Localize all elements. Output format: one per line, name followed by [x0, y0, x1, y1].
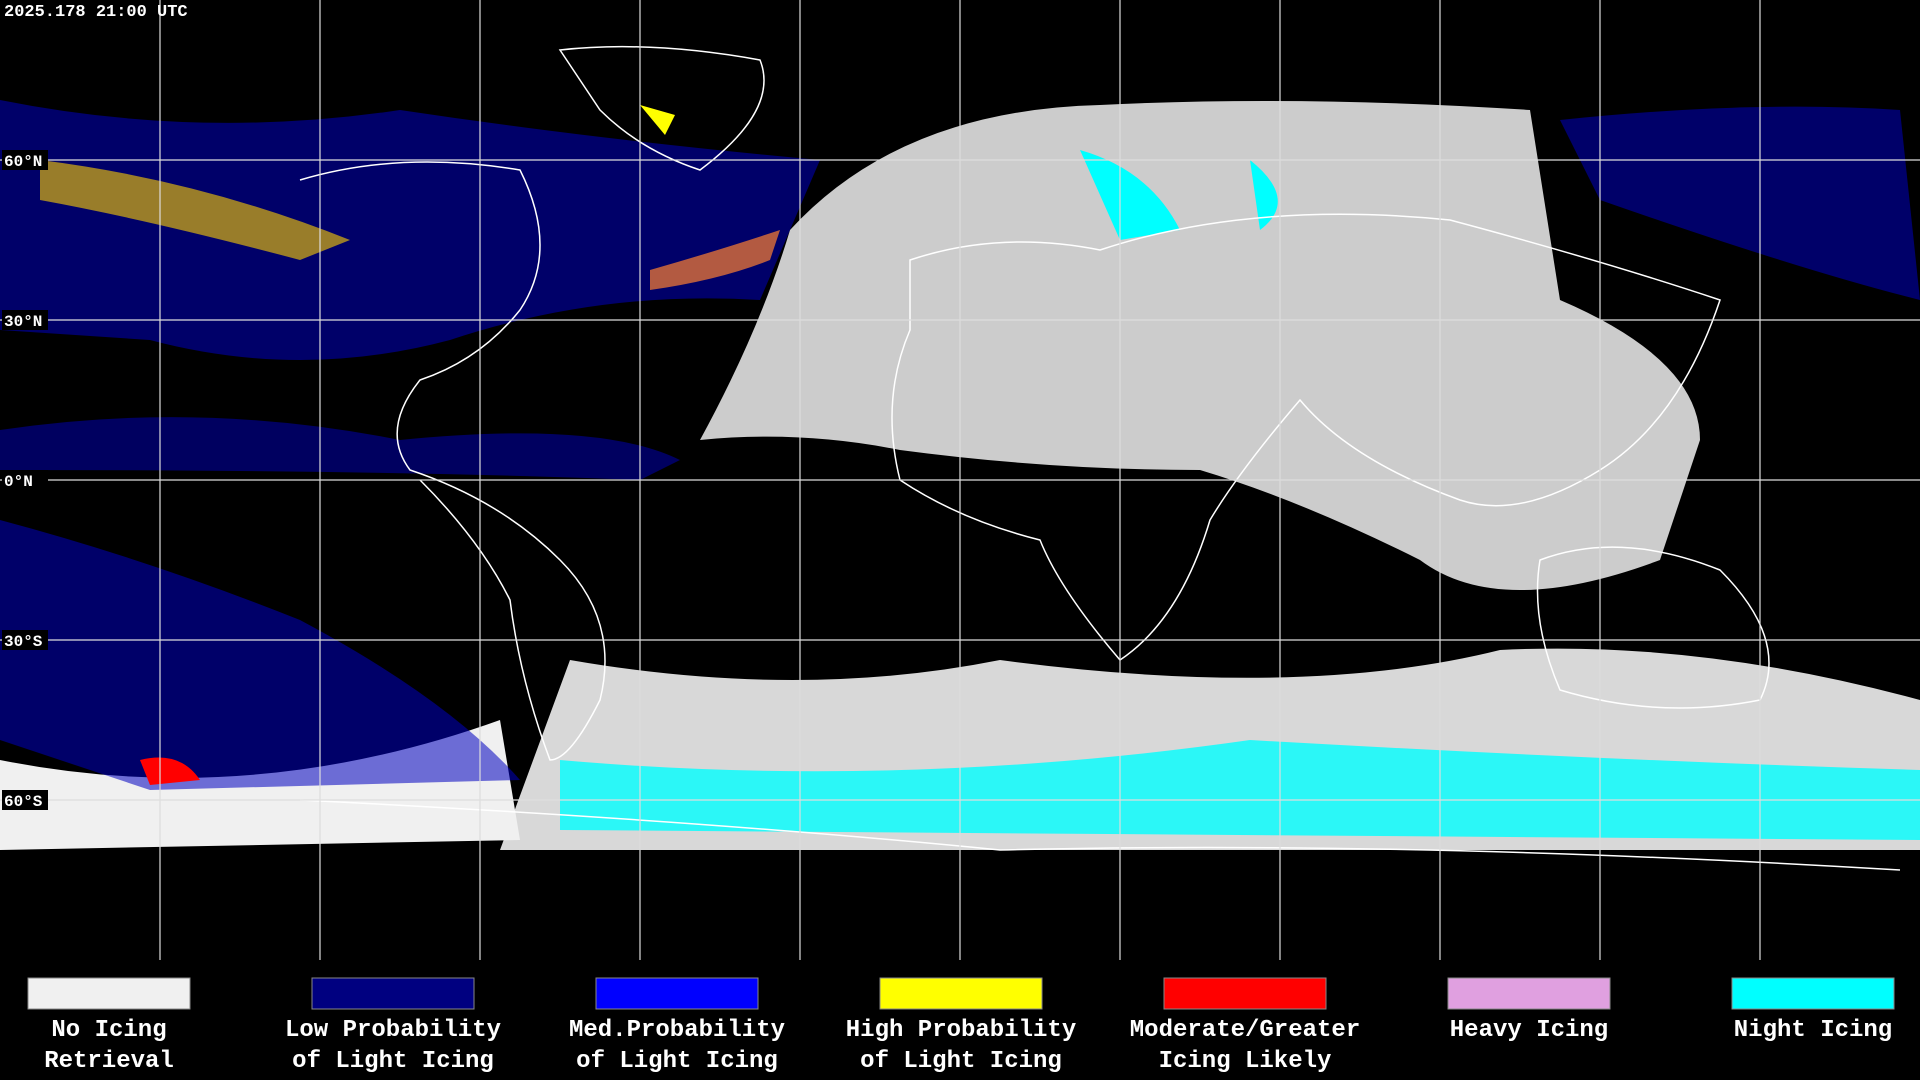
legend-swatch	[595, 977, 759, 1010]
latitude-label: 60°N	[4, 153, 42, 171]
legend-label: of Light Icing	[860, 1048, 1062, 1075]
cloud-fields	[0, 100, 1920, 850]
latitude-labels: 60°N 30°N 0°N 30°S 60°S	[2, 150, 48, 811]
latitude-label: 0°N	[4, 473, 33, 491]
latitude-label-bg	[2, 150, 48, 170]
latitude-label-bg	[2, 310, 48, 330]
latitude-label-bg	[2, 630, 48, 650]
legend-label: Med.Probability	[569, 1017, 785, 1044]
legend: No Icing Retrieval Low Probability of Light…	[27, 977, 1895, 1075]
graticule	[0, 0, 1920, 960]
legend-label: Moderate/Greater	[1130, 1017, 1360, 1044]
legend-label: Night Icing	[1734, 1017, 1892, 1044]
legend-label: Retrieval	[44, 1048, 174, 1075]
latitude-label-bg	[2, 790, 48, 810]
latitude-label: 60°S	[4, 793, 43, 811]
legend-label: Heavy Icing	[1450, 1017, 1608, 1044]
legend-swatch	[311, 977, 475, 1010]
legend-swatch	[1163, 977, 1327, 1010]
legend-swatch	[1731, 977, 1895, 1010]
latitude-label: 30°S	[4, 633, 43, 651]
legend-label: No Icing	[51, 1017, 166, 1044]
legend-swatch	[27, 977, 191, 1010]
latitude-label: 30°N	[4, 313, 42, 331]
legend-label: of Light Icing	[292, 1048, 494, 1075]
legend-label: High Probability	[846, 1017, 1076, 1044]
legend-label: Icing Likely	[1159, 1048, 1332, 1075]
legend-swatch	[879, 977, 1043, 1010]
timestamp: 2025.178 21:00 UTC	[4, 3, 188, 22]
legend-swatch	[1447, 977, 1611, 1010]
legend-label: of Light Icing	[576, 1048, 778, 1075]
latitude-label-bg	[2, 470, 48, 490]
legend-label: Low Probability	[285, 1017, 501, 1044]
